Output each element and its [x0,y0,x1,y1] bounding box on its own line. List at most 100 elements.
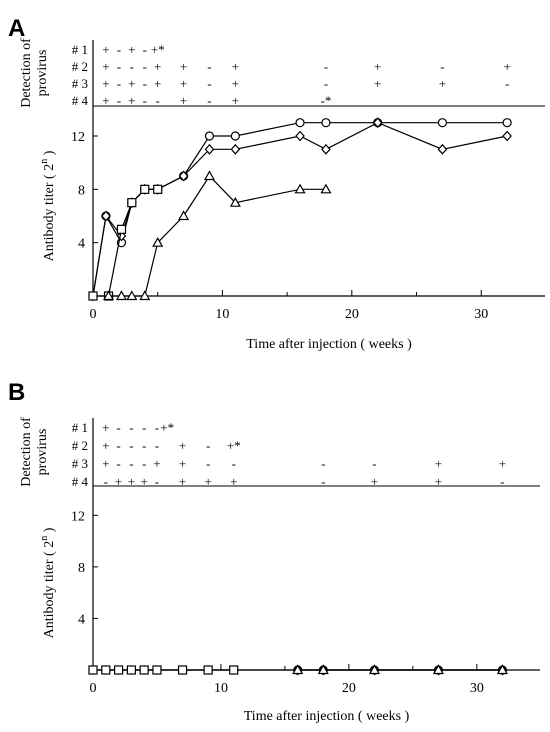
y-axis-label: Antibody titer ( 2n ) [39,150,57,261]
provirus-row-label: # 2 [72,438,88,453]
x-tick-label: 20 [342,681,356,696]
x-tick-label: 20 [345,307,359,322]
provirus-axis-label: Detection of [19,38,34,108]
data-point-triangle [126,290,138,301]
provirus-mark: - [324,76,328,91]
provirus-mark: +* [227,438,241,453]
provirus-mark: + [179,456,186,471]
provirus-mark: - [207,93,211,108]
provirus-axis-label: provirus [35,429,50,476]
provirus-mark: - [155,474,159,489]
provirus-mark: + [128,42,135,57]
provirus-axis-label: provirus [35,50,50,97]
data-point-diamond [502,130,512,142]
panel-label: B [8,379,25,406]
provirus-mark: - [117,59,121,74]
y-axis-label-text: ) [42,150,57,159]
y-axis-label: Antibody titer ( 2n ) [39,527,57,638]
x-tick-label: 0 [90,307,97,322]
provirus-mark: - [129,420,133,435]
y-axis-label-sup: n [39,159,50,164]
provirus-mark: - [130,59,134,74]
provirus-mark: - [207,59,211,74]
provirus-mark: - [117,42,121,57]
provirus-mark: + [439,76,446,91]
provirus-mark: + [102,93,109,108]
data-point-square [203,665,213,675]
data-point-square [177,665,188,675]
provirus-mark: + [435,474,442,489]
provirus-mark: + [179,474,186,489]
provirus-mark: - [117,76,121,91]
provirus-mark: + [204,474,211,489]
data-point-triangle [317,664,329,675]
provirus-mark: + [503,59,510,74]
provirus-mark: - [143,42,147,57]
panel-b: B Detection of provirus Antibody titer ( 2n… [8,379,540,724]
data-point-circle [437,118,448,128]
data-point-diamond [204,143,215,155]
provirus-mark: + [102,456,109,471]
provirus-mark: + [374,76,381,91]
data-point-circle [230,131,240,141]
provirus-mark: - [104,474,108,489]
provirus-mark: - [324,59,328,74]
provirus-mark: +* [151,42,165,57]
provirus-mark: - [116,438,120,453]
provirus-row-label: # 3 [72,76,88,91]
provirus-mark: + [435,456,442,471]
x-tick-label: 30 [474,307,488,322]
data-point-square [88,291,98,301]
provirus-mark: + [180,76,187,91]
data-point-triangle [368,664,380,675]
provirus-row-label: # 4 [72,474,89,489]
provirus-mark: - [207,76,211,91]
series-line-triangle [108,175,326,297]
data-point-triangle [178,210,190,221]
provirus-mark: + [232,93,239,108]
provirus-mark: + [371,474,378,489]
provirus-mark: + [141,474,148,489]
x-tick-label: 10 [215,307,229,322]
provirus-row-label: # 4 [72,93,89,108]
panel-label: A [8,15,25,42]
y-tick-label: 4 [78,612,85,627]
provirus-mark: - [129,438,133,453]
data-point-square [101,665,111,675]
provirus-mark: + [154,59,161,74]
data-point-square [88,665,98,675]
y-tick-label: 12 [71,509,85,524]
y-tick-label: 4 [78,237,85,252]
data-point-diamond [230,143,241,155]
data-point-triangle [115,290,127,301]
provirus-mark: + [102,42,109,57]
data-point-square [140,184,150,194]
provirus-mark: - [372,456,376,471]
x-tick-label: 30 [470,681,484,696]
data-point-diamond [178,170,189,182]
provirus-mark: - [143,76,147,91]
provirus-mark: - [505,76,509,91]
provirus-mark: - [117,93,121,108]
provirus-row-label: # 1 [72,420,88,435]
y-axis-label-text: Antibody titer ( 2 [42,541,57,639]
data-point-circle [295,118,305,128]
data-point-diamond [101,210,111,222]
x-axis-label: Time after injection ( weeks ) [244,709,410,724]
data-point-triangle [229,196,241,207]
provirus-row-label: # 2 [72,59,88,74]
provirus-mark: - [206,456,210,471]
provirus-mark: + [115,474,122,489]
x-tick-label: 0 [90,681,97,696]
provirus-mark: - [142,420,146,435]
provirus-mark: - [142,456,146,471]
data-point-circle [204,131,215,141]
provirus-mark: - [116,420,120,435]
provirus-mark: + [128,76,135,91]
provirus-mark: - [232,456,236,471]
provirus-mark: + [102,76,109,91]
provirus-axis-label: Detection of [19,417,34,487]
y-axis-label-text: Antibody titer ( 2 [42,164,57,262]
